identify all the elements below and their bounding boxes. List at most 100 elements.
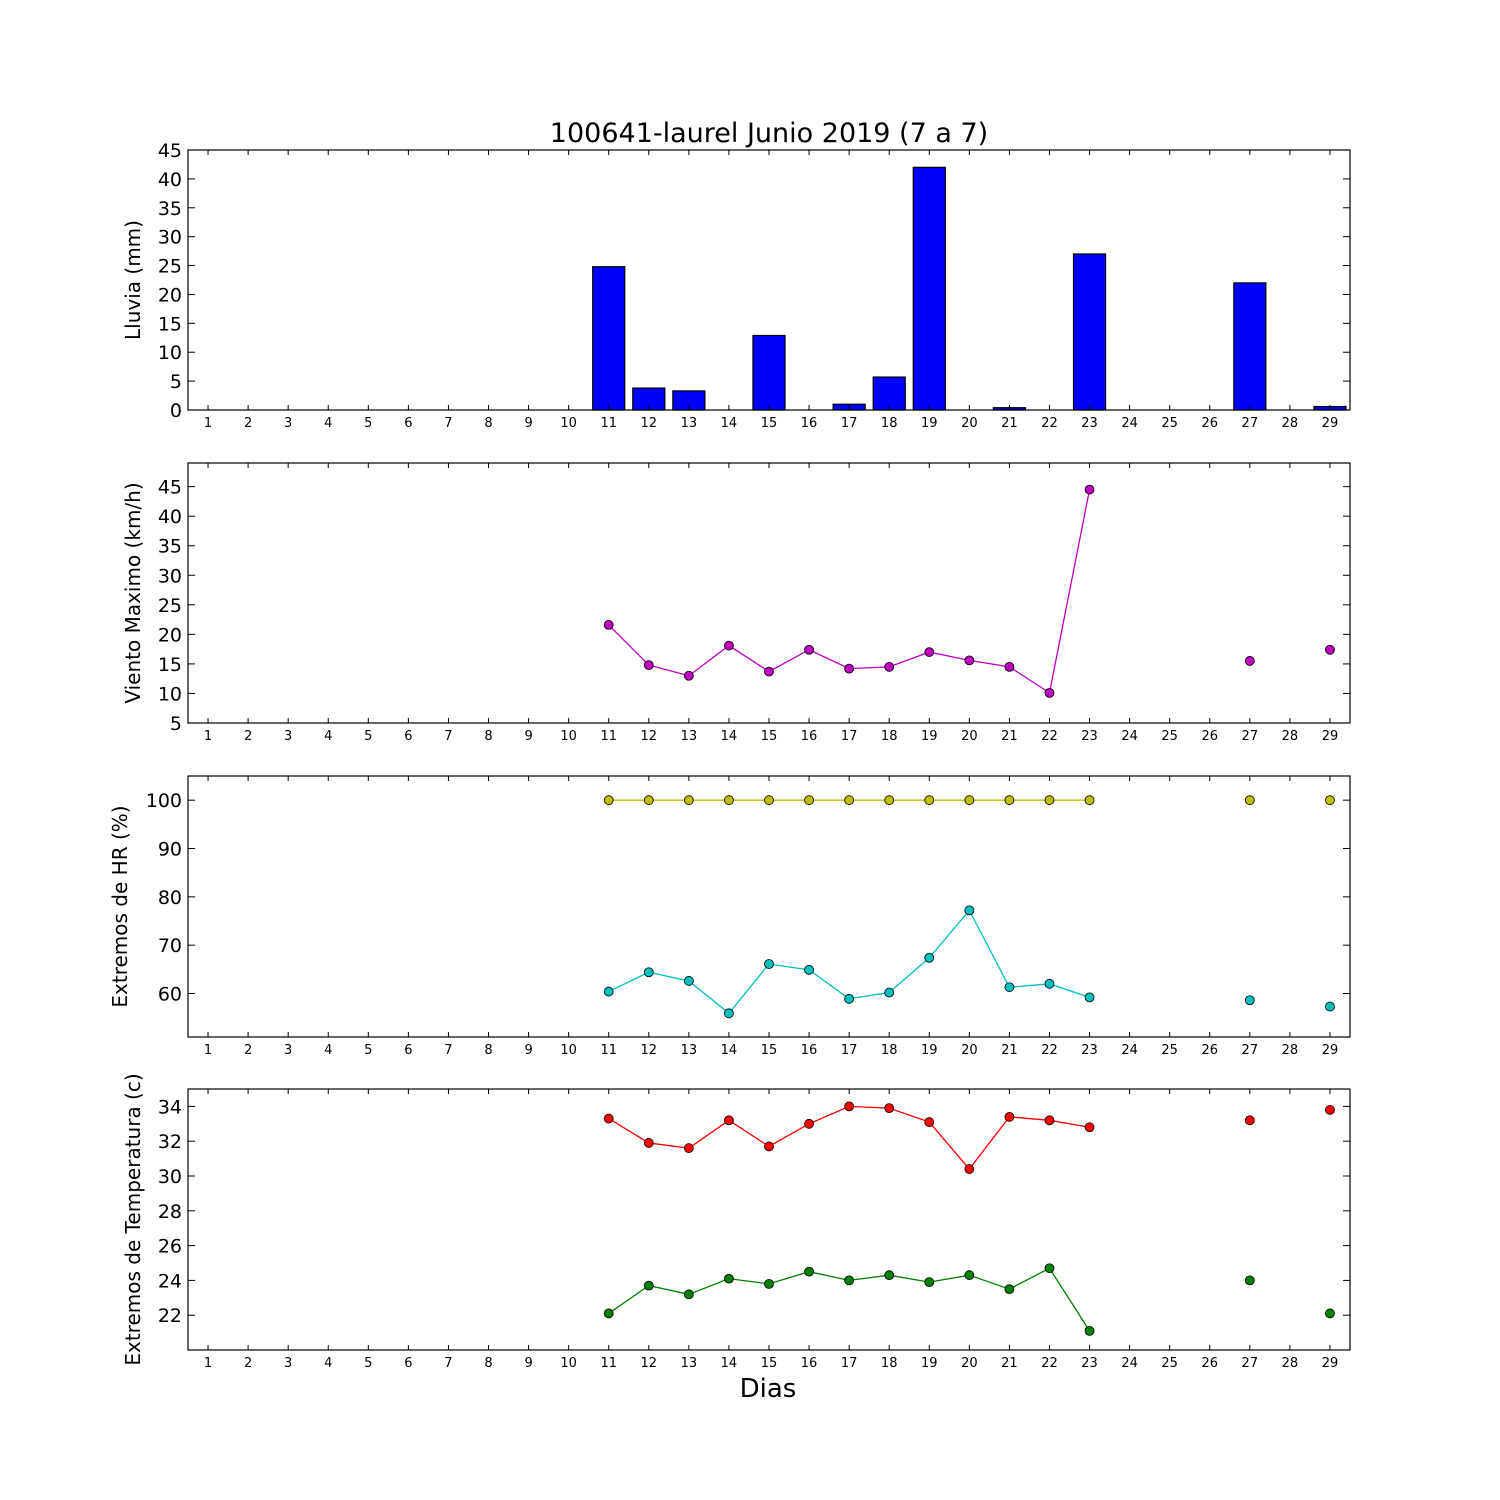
x-tick-label: 16: [801, 1356, 818, 1371]
x-tick-label: 26: [1201, 729, 1218, 744]
x-tick-label: 27: [1242, 1043, 1259, 1058]
series-0-point-day-12: [643, 660, 654, 670]
x-tick-label: 5: [364, 1043, 372, 1058]
y-tick-label: 0: [170, 400, 182, 422]
series-0-point-day-14: [724, 1115, 734, 1126]
x-tick-label: 2: [244, 1356, 252, 1371]
x-tick-label: 11: [600, 1043, 617, 1058]
series-1-point-day-11: [603, 1308, 614, 1319]
series-0-point-day-11: [603, 795, 614, 806]
x-tick-label: 3: [284, 1356, 292, 1371]
series-0-point-day-14: [724, 795, 734, 806]
y-tick-label: 10: [158, 342, 182, 364]
x-tick-label: 24: [1121, 1356, 1138, 1371]
x-tick-label: 17: [841, 1356, 858, 1371]
x-tick-label: 7: [444, 416, 452, 431]
series-1-point-day-14: [724, 1008, 734, 1019]
panel-humedad: 1 2 3 4 5 6 7 8 9 10 11 12 13 14 15 16 17 18 19 20 21 22 23 24 2…: [108, 775, 1351, 1058]
x-tick-label: 22: [1041, 1356, 1058, 1371]
series-1-point-day-18: [884, 1270, 895, 1281]
x-tick-label: 22: [1041, 1043, 1058, 1058]
x-tick-label: 29: [1322, 1356, 1339, 1371]
x-tick-label: 3: [284, 416, 292, 431]
bar-day-18: [872, 376, 906, 411]
x-tick-label: 4: [324, 729, 332, 744]
series-1-point-day-13: [683, 1289, 694, 1300]
x-tick-label: 23: [1081, 416, 1098, 431]
series-0-point-day-11: [603, 620, 614, 630]
x-tick-label: 13: [681, 416, 698, 431]
x-tick-label: 4: [324, 1043, 332, 1058]
x-tick-label: 17: [841, 1043, 858, 1058]
x-tick-label: 21: [1001, 729, 1018, 744]
x-tick-label: 26: [1201, 1356, 1218, 1371]
series-1-point-day-13: [683, 976, 694, 986]
series-1-point-day-17: [844, 1275, 855, 1286]
y-tick-label: 28: [158, 1201, 182, 1223]
x-tick-label: 19: [921, 729, 938, 744]
y-tick-label: 70: [158, 935, 182, 957]
x-tick-label: 1: [204, 1356, 212, 1371]
x-tick-label: 27: [1242, 729, 1259, 744]
bar-day-27: [1233, 282, 1267, 411]
x-tick-label: 21: [1001, 1043, 1018, 1058]
x-tick-label: 14: [721, 1043, 738, 1058]
series-0-point-day-18: [884, 1103, 895, 1114]
series-1-point-day-16: [804, 964, 814, 975]
x-tick-label: 7: [444, 729, 452, 744]
y-tick-label: 5: [170, 371, 182, 393]
x-tick-label: 20: [961, 729, 978, 744]
x-tick-label: 15: [761, 1043, 778, 1058]
x-tick-label: 2: [244, 729, 252, 744]
x-tick-label: 17: [841, 729, 858, 744]
x-tick-label: 10: [560, 1356, 577, 1371]
y-tick-label: 30: [158, 1166, 182, 1188]
x-tick-label: 23: [1081, 1356, 1098, 1371]
series-0-point-day-27: [1244, 656, 1255, 666]
x-tick-label: 20: [961, 1043, 978, 1058]
bar-day-11: [592, 266, 626, 411]
x-tick-label: 25: [1161, 729, 1178, 744]
x-tick-label: 10: [560, 416, 577, 431]
series-0-point-day-19: [924, 647, 935, 657]
x-tick-label: 8: [484, 729, 492, 744]
y-tick-label: 35: [158, 198, 182, 220]
x-tick-label: 14: [721, 1356, 738, 1371]
series-0-point-day-20: [964, 795, 975, 806]
y-tick-label: 24: [158, 1270, 182, 1292]
series-1-point-day-17: [844, 993, 855, 1004]
x-tick-label: 13: [681, 1043, 698, 1058]
series-1-point-day-20: [964, 1270, 975, 1281]
series-1-point-day-22: [1044, 978, 1055, 989]
x-tick-label: 25: [1161, 1356, 1178, 1371]
series-1-point-day-22: [1044, 1263, 1055, 1274]
x-tick-label: 26: [1201, 1043, 1218, 1058]
y-tick-label: 5: [170, 713, 182, 735]
series-1-point-day-16: [804, 1266, 814, 1277]
x-tick-label: 29: [1322, 416, 1339, 431]
y-tick-label: 40: [158, 169, 182, 191]
y-tick-label: 22: [158, 1305, 182, 1327]
x-tick-label: 14: [721, 729, 738, 744]
x-tick-label: 23: [1081, 1043, 1098, 1058]
x-tick-label: 11: [600, 416, 617, 431]
bar-day-15: [752, 334, 786, 411]
y-tick-label: 30: [158, 227, 182, 249]
x-tick-label: 10: [560, 1043, 577, 1058]
series-0-point-day-21: [1004, 1111, 1015, 1122]
x-tick-label: 8: [484, 1043, 492, 1058]
x-tick-label: 8: [484, 416, 492, 431]
x-tick-label: 2: [244, 1043, 252, 1058]
series-0-point-day-15: [764, 795, 774, 806]
x-tick-label: 22: [1041, 729, 1058, 744]
x-tick-label: 8: [484, 1356, 492, 1371]
series-0-point-day-13: [683, 1143, 694, 1154]
x-tick-label: 5: [364, 416, 372, 431]
y-tick-label: 15: [158, 654, 182, 676]
series-1-point-day-15: [764, 959, 774, 969]
y-axis-label: Lluvia (mm): [121, 220, 145, 340]
x-tick-label: 4: [324, 1356, 332, 1371]
x-tick-label: 9: [524, 1043, 532, 1058]
series-1-point-day-12: [643, 1280, 654, 1291]
series-0-point-day-18: [884, 795, 895, 806]
